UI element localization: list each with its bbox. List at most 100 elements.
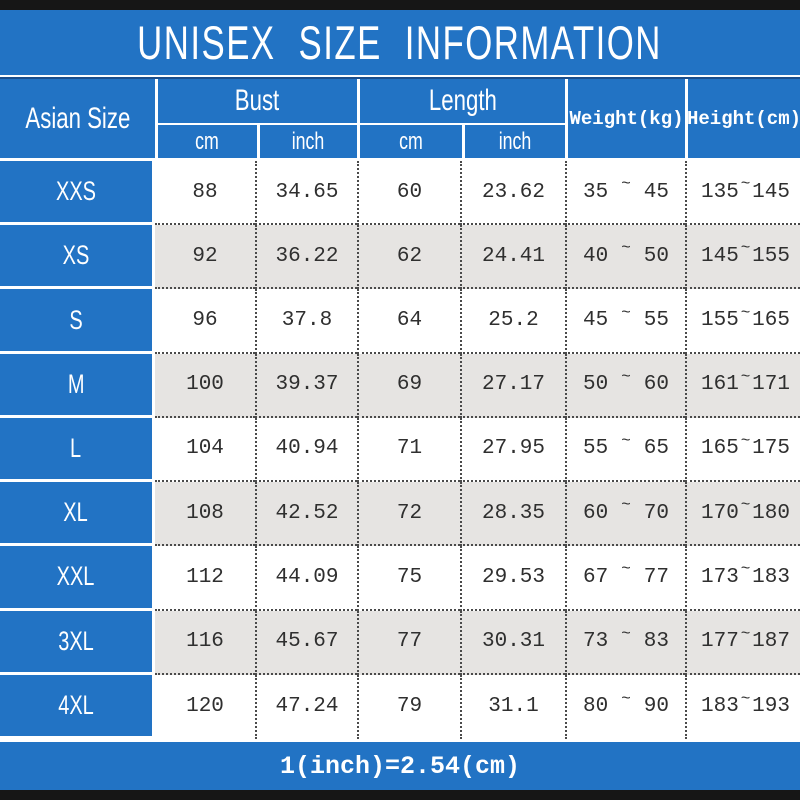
conversion-note: 1(inch)=2.54(cm) [279, 751, 521, 781]
height-max: 180 [752, 501, 790, 525]
height-range: 177 ~187 [685, 610, 800, 675]
size-label-text: XL [63, 497, 89, 528]
length-cm-value: 72 [357, 482, 460, 547]
size-label: XXS [0, 161, 155, 226]
weight-max: 65 [643, 437, 669, 461]
length-inch-value: 30.31 [460, 610, 565, 675]
weight-range: 50 ~60 [565, 353, 685, 418]
weight-min: 35 [583, 180, 609, 204]
height-range: 135 ~145 [685, 161, 800, 226]
height-min: 145 [701, 244, 739, 268]
length-cm-value: 60 [357, 161, 460, 226]
bust-inch-value: 37.8 [255, 289, 357, 354]
weight-max: 60 [643, 373, 669, 397]
bust-inch-value: 47.24 [255, 674, 357, 739]
bust-cm-value: 120 [155, 674, 255, 739]
range-tilde: ~ [740, 624, 751, 643]
size-label: XXL [0, 546, 155, 611]
bottom-black-bar [0, 790, 800, 800]
header-length-label: Length [360, 79, 565, 125]
length-cm-value: 71 [357, 417, 460, 483]
range-tilde: ~ [740, 367, 751, 386]
bust-cm-value: 100 [155, 353, 255, 418]
range-tilde: ~ [621, 624, 631, 643]
weight-range: 80 ~90 [565, 674, 685, 739]
size-label: M [0, 353, 155, 418]
bust-cm-value: 92 [155, 225, 255, 290]
weight-min: 73 [583, 630, 609, 654]
header-bust-label: Bust [158, 79, 357, 125]
size-label-text: M [67, 368, 85, 399]
length-inch-value: 29.53 [460, 546, 565, 611]
height-min: 170 [701, 501, 739, 525]
size-label-text: 4XL [58, 689, 94, 720]
weight-range: 45 ~55 [565, 289, 685, 354]
range-tilde: ~ [621, 560, 631, 579]
height-range: 170 ~180 [685, 482, 800, 547]
weight-max: 90 [643, 695, 669, 719]
page-title: UNISEX SIZE INFORMATION [137, 16, 663, 69]
table-header-row: Asian Size Bust cm inch Length cm [0, 77, 800, 161]
length-inch-value: 27.95 [460, 417, 565, 483]
height-range: 165 ~175 [685, 417, 800, 483]
height-max: 175 [752, 437, 790, 461]
height-max: 165 [752, 309, 790, 333]
height-range: 173 ~183 [685, 546, 800, 611]
title-band: UNISEX SIZE INFORMATION [0, 10, 800, 77]
header-bust-cm: cm [195, 127, 220, 155]
bust-inch-value: 34.65 [255, 161, 357, 226]
height-max: 187 [752, 630, 790, 654]
weight-max: 55 [643, 309, 669, 333]
size-label-text: 3XL [58, 625, 94, 656]
height-min: 183 [701, 695, 739, 719]
bust-inch-value: 40.94 [255, 417, 357, 483]
length-cm-value: 64 [357, 289, 460, 354]
weight-max: 70 [643, 501, 669, 525]
size-label-text: S [69, 304, 83, 335]
weight-range: 73 ~83 [565, 610, 685, 675]
height-min: 161 [701, 373, 739, 397]
height-min: 135 [701, 180, 739, 204]
weight-min: 60 [583, 501, 609, 525]
range-tilde: ~ [621, 239, 631, 258]
height-max: 145 [752, 180, 790, 204]
range-tilde: ~ [740, 239, 751, 258]
header-length-units: cm inch [360, 125, 565, 158]
height-range: 183 ~193 [685, 674, 800, 739]
bust-cm-value: 96 [155, 289, 255, 354]
bust-cm-value: 88 [155, 161, 255, 226]
header-group-bust: Bust cm inch [155, 79, 357, 158]
bust-cm-value: 116 [155, 610, 255, 675]
range-tilde: ~ [621, 431, 631, 450]
weight-min: 40 [583, 244, 609, 268]
range-tilde: ~ [621, 175, 631, 194]
header-bust-units: cm inch [158, 125, 357, 158]
weight-min: 80 [583, 695, 609, 719]
bust-inch-value: 39.37 [255, 353, 357, 418]
length-inch-value: 23.62 [460, 161, 565, 226]
header-group-length: Length cm inch [357, 79, 565, 158]
height-min: 155 [701, 309, 739, 333]
size-label: XL [0, 482, 155, 547]
footer-band: 1(inch)=2.54(cm) [0, 739, 800, 790]
length-inch-value: 25.2 [460, 289, 565, 354]
length-inch-value: 31.1 [460, 674, 565, 739]
weight-range: 55 ~65 [565, 417, 685, 483]
bust-cm-value: 104 [155, 417, 255, 483]
range-tilde: ~ [740, 303, 751, 322]
weight-max: 77 [643, 565, 669, 589]
weight-range: 40 ~50 [565, 225, 685, 290]
length-cm-value: 69 [357, 353, 460, 418]
bust-inch-value: 44.09 [255, 546, 357, 611]
range-tilde: ~ [621, 303, 631, 322]
bust-cm-value: 108 [155, 482, 255, 547]
weight-min: 55 [583, 437, 609, 461]
range-tilde: ~ [740, 431, 751, 450]
bust-cm-value: 112 [155, 546, 255, 611]
header-bust-inch: inch [256, 125, 358, 158]
header-length-inch: inch [461, 125, 566, 158]
range-tilde: ~ [740, 175, 751, 194]
weight-range: 67 ~77 [565, 546, 685, 611]
height-max: 183 [752, 565, 790, 589]
